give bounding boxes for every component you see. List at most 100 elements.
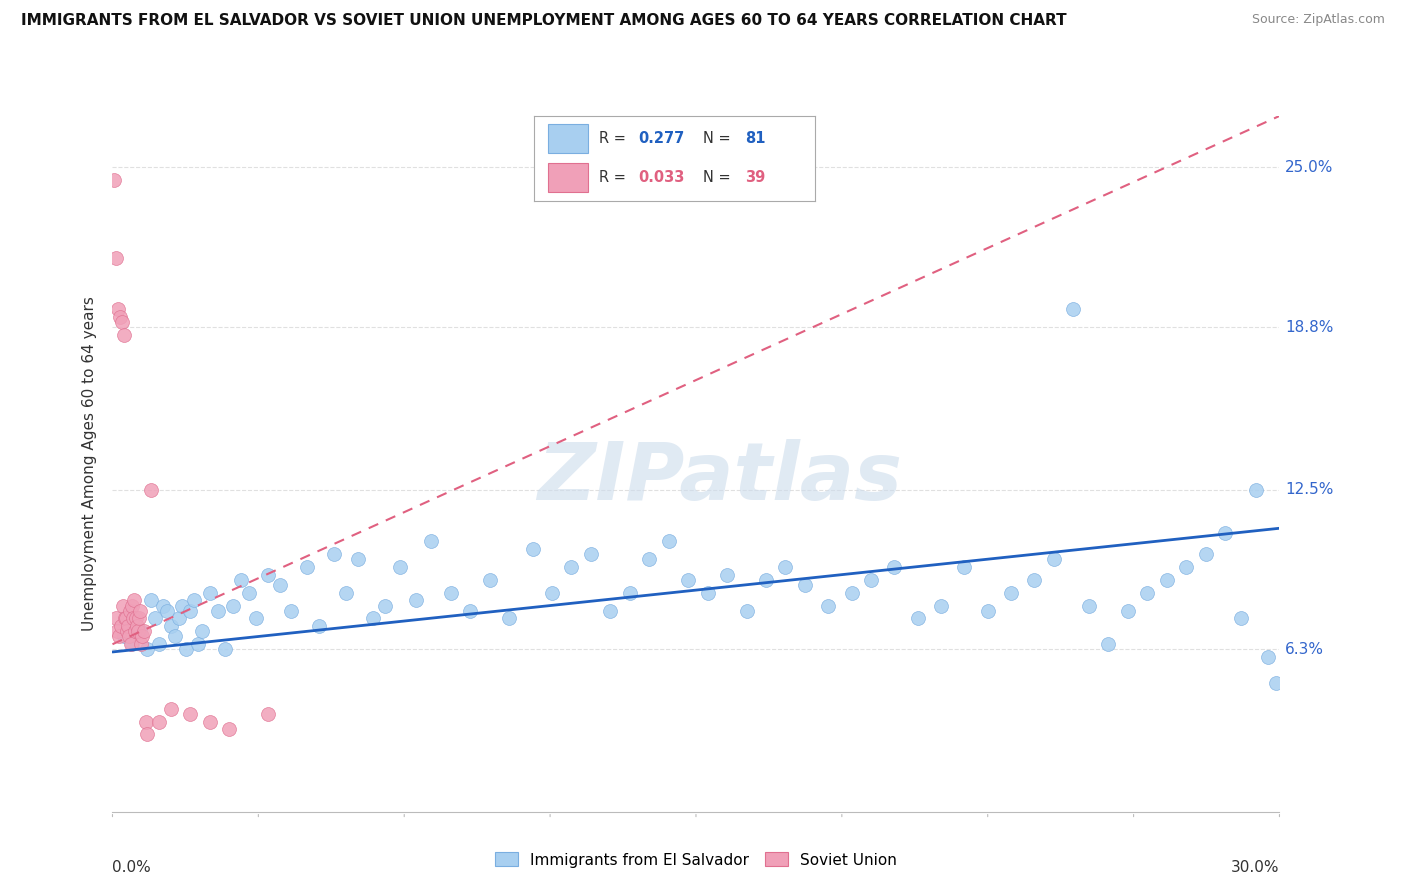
Point — [183, 593, 205, 607]
Point — [152, 599, 174, 613]
Point — [1175, 560, 1198, 574]
Point — [136, 727, 159, 741]
Point — [207, 604, 229, 618]
Text: 0.033: 0.033 — [638, 170, 685, 186]
Point — [104, 611, 127, 625]
Point — [111, 315, 134, 329]
Point — [599, 604, 621, 618]
Point — [295, 560, 318, 574]
Text: R =: R = — [599, 170, 630, 186]
Point — [541, 585, 564, 599]
Point — [191, 624, 214, 639]
Point — [167, 611, 190, 625]
Point — [1156, 573, 1178, 587]
Y-axis label: Unemployment Among Ages 60 to 64 years: Unemployment Among Ages 60 to 64 years — [82, 296, 97, 632]
Point — [389, 560, 412, 574]
Text: 81: 81 — [745, 131, 766, 146]
Text: 0.277: 0.277 — [638, 131, 685, 146]
Point — [160, 619, 183, 633]
Point — [222, 599, 245, 613]
Point — [112, 328, 135, 343]
Point — [179, 706, 201, 721]
Point — [105, 251, 128, 265]
Text: R =: R = — [599, 131, 630, 146]
Text: N =: N = — [703, 170, 735, 186]
Point — [696, 585, 718, 599]
Point — [1000, 585, 1022, 599]
Point — [817, 599, 839, 613]
Point — [1077, 599, 1099, 613]
Point — [716, 567, 738, 582]
Text: 6.3%: 6.3% — [1285, 642, 1324, 657]
Point — [793, 578, 815, 592]
Point — [374, 599, 396, 613]
Point — [125, 619, 148, 633]
Point — [125, 611, 148, 625]
Text: 39: 39 — [745, 170, 765, 186]
Point — [1136, 585, 1159, 599]
Point — [245, 611, 267, 625]
Point — [143, 611, 166, 625]
Point — [1194, 547, 1216, 561]
Point — [335, 585, 357, 599]
Point — [1024, 573, 1046, 587]
Text: 25.0%: 25.0% — [1285, 160, 1334, 175]
Point — [198, 714, 221, 729]
Point — [1097, 637, 1119, 651]
Text: 0.0%: 0.0% — [112, 861, 152, 875]
Text: Source: ZipAtlas.com: Source: ZipAtlas.com — [1251, 13, 1385, 27]
Point — [131, 630, 153, 644]
Point — [117, 619, 139, 633]
Point — [323, 547, 346, 561]
Point — [122, 611, 145, 625]
Point — [1257, 650, 1279, 665]
Point — [1244, 483, 1267, 497]
Point — [148, 714, 170, 729]
Point — [179, 604, 201, 618]
Point — [112, 630, 135, 644]
Point — [907, 611, 929, 625]
Point — [110, 619, 132, 633]
Text: 18.8%: 18.8% — [1285, 319, 1334, 334]
Point — [1116, 604, 1139, 618]
Point — [115, 611, 138, 625]
Point — [218, 723, 240, 737]
Point — [859, 573, 883, 587]
Point — [929, 599, 952, 613]
Point — [112, 599, 135, 613]
Point — [136, 642, 159, 657]
Point — [128, 611, 150, 625]
Point — [148, 637, 170, 651]
Text: IMMIGRANTS FROM EL SALVADOR VS SOVIET UNION UNEMPLOYMENT AMONG AGES 60 TO 64 YEA: IMMIGRANTS FROM EL SALVADOR VS SOVIET UN… — [21, 13, 1067, 29]
Point — [118, 604, 141, 618]
Point — [257, 567, 280, 582]
Point — [141, 483, 163, 497]
Point — [108, 630, 131, 644]
Point — [121, 637, 143, 651]
Text: ZIPatlas: ZIPatlas — [537, 439, 901, 516]
Point — [420, 534, 443, 549]
Point — [156, 604, 179, 618]
Point — [775, 560, 797, 574]
Point — [132, 624, 155, 639]
Point — [976, 604, 998, 618]
Point — [676, 573, 699, 587]
FancyBboxPatch shape — [548, 124, 588, 153]
Point — [229, 573, 252, 587]
Point — [755, 573, 778, 587]
Point — [1229, 611, 1251, 625]
Text: 12.5%: 12.5% — [1285, 482, 1334, 497]
Point — [346, 552, 368, 566]
Point — [1043, 552, 1066, 566]
Point — [1264, 676, 1286, 690]
Point — [135, 714, 157, 729]
Point — [440, 585, 463, 599]
Point — [478, 573, 501, 587]
Point — [118, 630, 141, 644]
Point — [163, 630, 186, 644]
Point — [405, 593, 427, 607]
Point — [658, 534, 681, 549]
Point — [176, 642, 198, 657]
Point — [498, 611, 520, 625]
Point — [522, 541, 544, 556]
